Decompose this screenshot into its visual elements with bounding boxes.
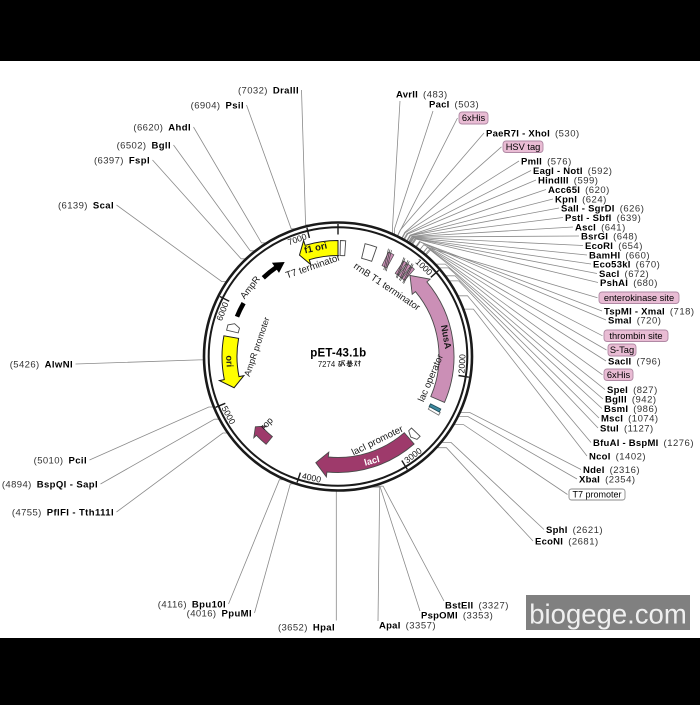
svg-text:(5010)PciI: (5010)PciI (34, 455, 87, 466)
svg-text:(6139)ScaI: (6139)ScaI (58, 200, 114, 211)
svg-text:PacI(503): PacI(503) (429, 99, 479, 110)
svg-text:thrombin site: thrombin site (609, 331, 662, 341)
svg-text:6xHis: 6xHis (462, 113, 486, 123)
svg-text:HSV tag: HSV tag (506, 142, 541, 152)
svg-text:ApaI(3357): ApaI(3357) (379, 620, 436, 631)
svg-text:S-Tag: S-Tag (610, 345, 634, 355)
svg-text:XbaI(2354): XbaI(2354) (579, 474, 636, 485)
svg-text:biogege.com: biogege.com (529, 599, 686, 630)
svg-text:7274: 7274 (318, 360, 336, 369)
svg-text:ori: ori (224, 355, 235, 367)
svg-text:(4755)PflFI - Tth111I: (4755)PflFI - Tth111I (12, 507, 114, 518)
svg-text:(6397)FspI: (6397)FspI (94, 155, 150, 166)
svg-text:(4894)BspQI - SapI: (4894)BspQI - SapI (2, 479, 98, 490)
svg-text:NcoI(1402): NcoI(1402) (589, 451, 646, 462)
svg-text:PaeR7I - XhoI(530): PaeR7I - XhoI(530) (486, 128, 580, 139)
svg-text:enterokinase site: enterokinase site (604, 293, 674, 303)
svg-text:(6620)AhdI: (6620)AhdI (133, 122, 191, 133)
svg-text:6xHis: 6xHis (607, 370, 631, 380)
svg-text:2000: 2000 (456, 354, 467, 374)
svg-text:T7 promoter: T7 promoter (572, 490, 621, 500)
svg-text:(6904)PsiI: (6904)PsiI (191, 100, 244, 111)
svg-text:pET-43.1b: pET-43.1b (310, 347, 366, 359)
svg-text:(6502)BglI: (6502)BglI (117, 140, 171, 151)
svg-text:SphI(2621): SphI(2621) (546, 525, 603, 536)
svg-text:BfuAI - BspMI(1276): BfuAI - BspMI(1276) (593, 438, 694, 449)
svg-text:(3652)HpaI: (3652)HpaI (278, 622, 335, 633)
svg-text:StuI(1127): StuI(1127) (600, 423, 654, 434)
